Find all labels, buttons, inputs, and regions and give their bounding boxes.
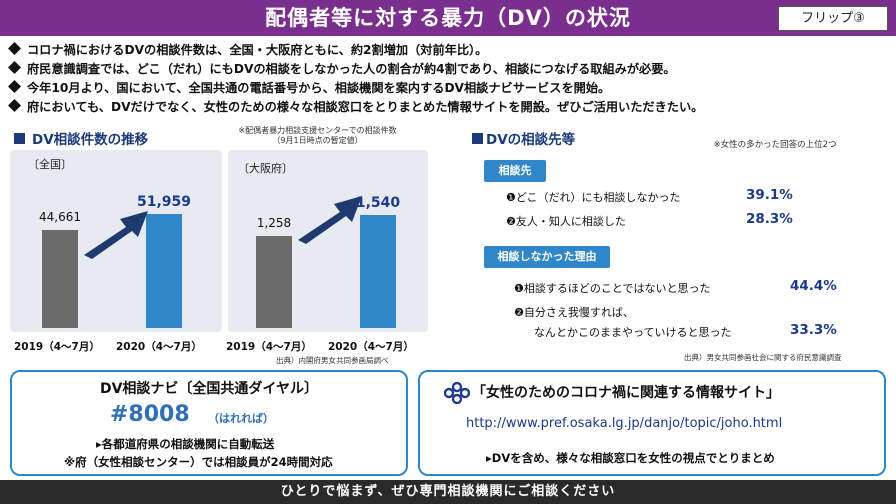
diamond-icon [8,99,21,112]
header-bar: 配偶者等に対する暴力（DV）の状況 フリップ③ [0,0,896,36]
answer-label: ❶どこ（だれ）にも相談しなかった [506,191,681,204]
bullet-item: 府においても、DVだけでなく、女性のための様々な相談窓口をとりまとめた情報サイト… [8,96,892,115]
right-note: ※女性の多かった回答の上位2つ [713,140,837,150]
arrow-icon [298,196,362,244]
value-label: 1,540 [355,195,401,211]
bullet-text: コロナ禍におけるDVの相談件数は、全国・大阪府ともに、約2割増加（対前年比）。 [27,42,488,57]
bar [256,236,292,328]
tag-reasons: 相談しなかった理由 [484,246,610,268]
page-title: 配偶者等に対する暴力（DV）の状況 [265,6,631,30]
navi-line: ※府（女性相談センター）では相談員が24時間対応 [64,455,333,469]
navi-title: DV相談ナビ〔全国共通ダイヤル〕 [99,381,319,397]
bullet-text: 今年10月より、国において、全国共通の電話番号から、相談機関を案内するDV相談ナ… [27,80,611,95]
footer-bar: ひとりで悩まず、ぜひ専門相談機関にご相談ください [0,480,896,504]
value-label: 1,258 [256,216,292,230]
navi-reading: （はれれば） [208,412,274,425]
value-label: 51,959 [136,194,192,210]
diamond-icon [8,80,21,93]
info-site-box: 「女性のためのコロナ禍に関連する情報サイト」 http://www.pref.o… [418,370,886,476]
chart-national: 〔全国〕 44,661 51,959 [10,150,222,332]
bullet-text: 府民意識調査では、どこ（だれ）にもDVの相談をしなかった人の割合が約4割であり、… [27,61,676,76]
reason-percent: 44.4% [790,278,837,294]
diamond-icon [8,61,21,74]
bullet-item: 今年10月より、国において、全国共通の電話番号から、相談機関を案内するDV相談ナ… [8,77,892,96]
bullet-item: コロナ禍におけるDVの相談件数は、全国・大阪府ともに、約2割増加（対前年比）。 [8,39,892,58]
bullet-text: 府においても、DVだけでなく、女性のための様々な相談窓口をとりまとめた情報サイト… [27,99,704,114]
chart-note: ※配偶者暴力相談支援センターでの相談件数 （9月1日時点の暫定値） [238,126,397,145]
source-note: 出典）内閣府男女共同参画局調べ [276,356,389,365]
left-section-title: DV相談件数の推移 [14,128,148,148]
summary-bullets: コロナ禍におけるDVの相談件数は、全国・大阪府ともに、約2割増加（対前年比）。 … [8,39,892,115]
reason-percent: 33.3% [790,322,837,338]
bullet-item: 府民意識調査では、どこ（だれ）にもDVの相談をしなかった人の割合が約4割であり、… [8,58,892,77]
reason-label: ❷自分さえ我慢すれば、 [514,306,634,319]
answer-percent: 28.3% [746,211,793,227]
source-note: 出典）男女共同参画社会に関する府民意識調査 [684,353,842,362]
bar [360,215,396,328]
answer-percent: 39.1% [746,187,793,203]
x-tick-label: 2020（4〜7月） [116,341,202,353]
x-tick-label: 2019（4〜7月） [14,341,100,353]
reason-label: なんとかこのままやっていけると思った [534,326,732,339]
square-icon [472,132,483,144]
x-tick-label: 2020（4〜7月） [328,341,414,353]
site-line: ▸DVを含め、様々な相談窓口を女性の視点でとりまとめ [486,451,775,465]
osaka-logo-icon [444,382,470,404]
chart-title: 〔大阪府〕 [238,162,293,175]
value-label: 44,661 [39,210,81,224]
flip-label: フリップ③ [778,6,888,31]
chart-osaka: 〔大阪府〕 1,258 1,540 [228,150,428,332]
right-section-title: DVの相談先等 [472,128,575,148]
tag-consultation: 相談先 [484,160,546,182]
navi-line: ▸各都道府県の相談機関に自動転送 [96,437,275,451]
answer-label: ❷友人・知人に相談した [506,215,626,228]
square-icon [14,132,25,144]
chart-title: 〔全国〕 [28,158,72,171]
diamond-icon [8,42,21,55]
site-title: 「女性のためのコロナ禍に関連する情報サイト」 [472,385,780,401]
bar [42,230,78,328]
arrow-icon [84,211,148,259]
navi-number: #8008 [110,402,190,427]
footer-message: ひとりで悩まず、ぜひ専門相談機関にご相談ください [280,484,616,499]
x-tick-label: 2019（4〜7月） [226,341,312,353]
dv-navi-box: DV相談ナビ〔全国共通ダイヤル〕 #8008 （はれれば） ▸各都道府県の相談機… [10,370,408,476]
reason-label: ❶相談するほどのことではないと思った [514,282,711,295]
site-url-link[interactable]: http://www.pref.osaka.lg.jp/danjo/topic/… [466,416,783,431]
bar [146,214,182,328]
